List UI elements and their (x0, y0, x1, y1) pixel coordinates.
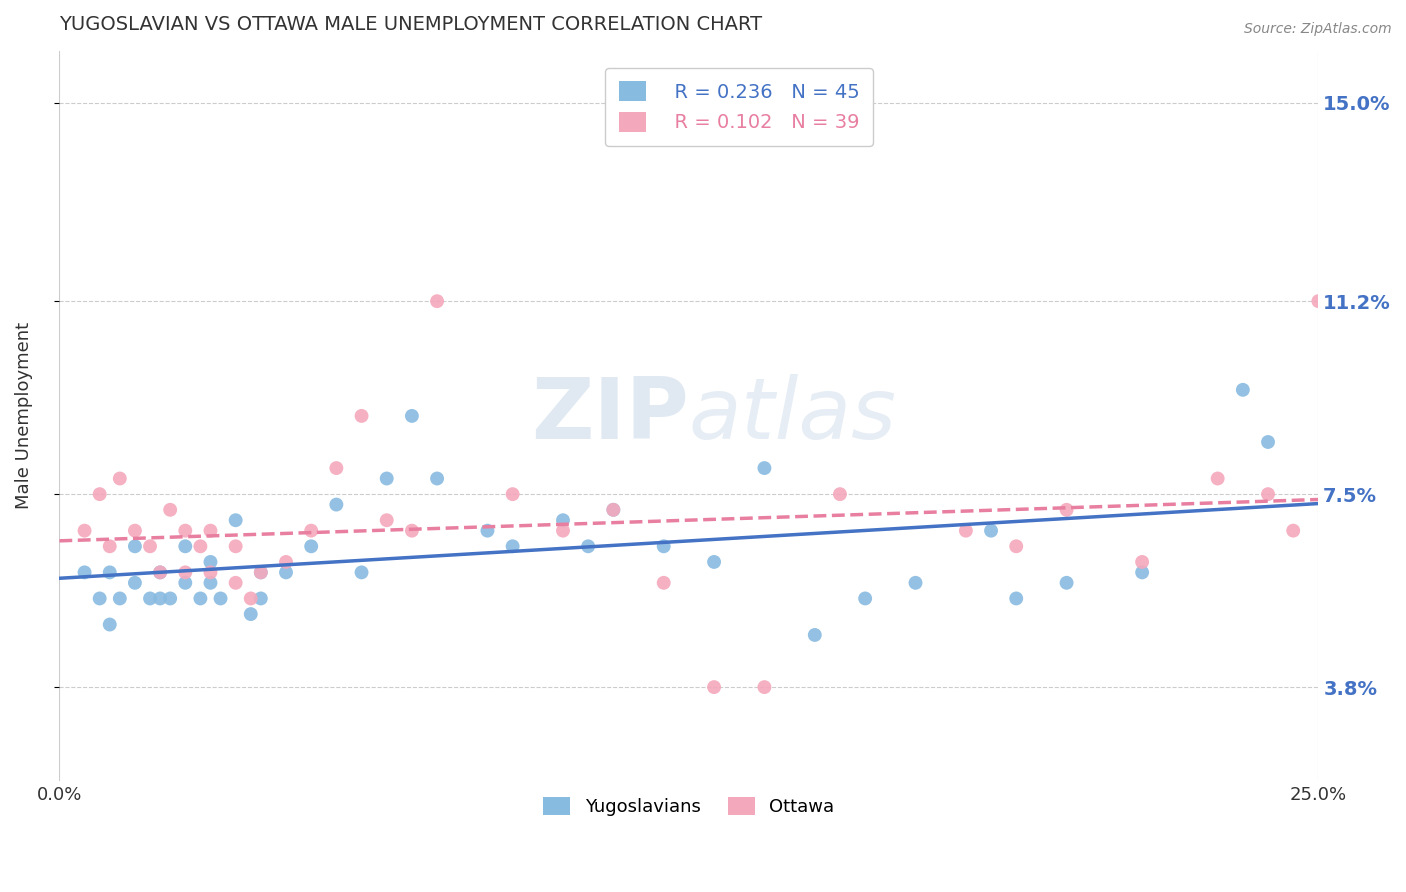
Point (325, 498, 347, 512)
Point (73, 524, 96, 538)
Point (124, 575, 146, 590)
Point (200, 575, 222, 590)
Point (225, 513, 247, 527)
Point (274, 566, 297, 580)
Point (174, 575, 197, 590)
Point (1005, 539, 1028, 553)
Point (108, 471, 131, 485)
Point (602, 503, 624, 517)
Point (239, 607, 262, 621)
Point (652, 575, 675, 590)
Point (225, 575, 247, 590)
Point (350, 566, 373, 580)
Point (375, 471, 398, 485)
Point (1282, 524, 1305, 538)
Point (602, 503, 624, 517)
Point (190, 591, 212, 606)
Text: YUGOSLAVIAN VS OTTAWA MALE UNEMPLOYMENT CORRELATION CHART: YUGOSLAVIAN VS OTTAWA MALE UNEMPLOYMENT … (59, 15, 762, 34)
Point (401, 524, 423, 538)
Point (174, 524, 197, 538)
Y-axis label: Male Unemployment: Male Unemployment (15, 322, 32, 509)
Point (159, 591, 181, 606)
Point (124, 539, 146, 553)
Point (502, 539, 524, 553)
Point (1206, 471, 1229, 485)
Point (350, 409, 373, 423)
Point (200, 524, 222, 538)
Point (73, 566, 96, 580)
Point (804, 628, 827, 642)
Point (853, 591, 876, 606)
Point (576, 539, 599, 553)
Point (89, 591, 111, 606)
Point (426, 471, 449, 485)
Point (1130, 566, 1153, 580)
Point (149, 566, 172, 580)
Point (159, 503, 181, 517)
Point (1056, 503, 1078, 517)
Point (250, 566, 273, 580)
Point (754, 680, 776, 694)
Point (124, 524, 146, 538)
Point (502, 487, 524, 501)
Point (1257, 487, 1279, 501)
Point (754, 461, 776, 475)
Point (426, 294, 449, 309)
Point (274, 555, 297, 569)
Point (1005, 591, 1028, 606)
Point (174, 566, 197, 580)
Point (108, 591, 131, 606)
Point (477, 524, 499, 538)
Point (139, 539, 162, 553)
Text: atlas: atlas (689, 375, 897, 458)
Point (551, 513, 574, 527)
Point (98, 566, 121, 580)
Point (299, 524, 322, 538)
Point (200, 566, 222, 580)
Point (225, 539, 247, 553)
Point (551, 524, 574, 538)
Point (250, 566, 273, 580)
Point (325, 461, 347, 475)
Point (1308, 294, 1330, 309)
Point (1130, 555, 1153, 569)
Point (239, 591, 262, 606)
Point (190, 539, 212, 553)
Point (703, 680, 725, 694)
Point (89, 487, 111, 501)
Point (299, 539, 322, 553)
Point (1056, 575, 1078, 590)
Point (703, 555, 725, 569)
Point (652, 539, 675, 553)
Point (904, 575, 927, 590)
Point (174, 539, 197, 553)
Point (955, 524, 977, 538)
Legend: Yugoslavians, Ottawa: Yugoslavians, Ottawa (533, 786, 845, 827)
Point (149, 566, 172, 580)
Text: ZIP: ZIP (531, 375, 689, 458)
Point (209, 591, 232, 606)
Point (1232, 383, 1254, 397)
Point (828, 487, 851, 501)
Point (98, 617, 121, 632)
Point (375, 513, 398, 527)
Point (98, 539, 121, 553)
Point (980, 524, 1002, 538)
Point (149, 591, 172, 606)
Text: Source: ZipAtlas.com: Source: ZipAtlas.com (1244, 22, 1392, 37)
Point (1257, 435, 1279, 450)
Point (401, 409, 423, 423)
Point (250, 591, 273, 606)
Point (139, 591, 162, 606)
Point (200, 555, 222, 569)
